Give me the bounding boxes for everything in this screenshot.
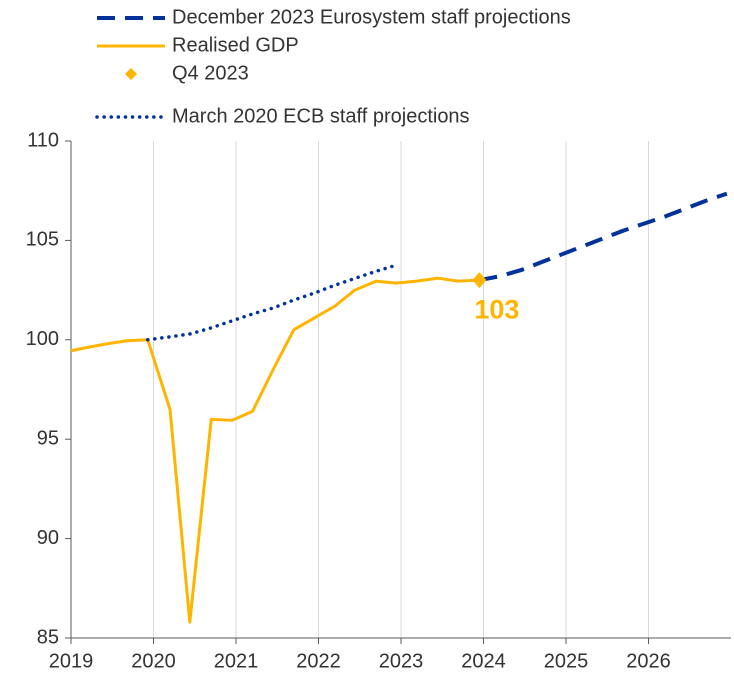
x-tick-label: 2022 (296, 650, 341, 672)
y-tick-label: 105 (26, 229, 59, 251)
marker (472, 272, 487, 289)
legend-marker (125, 68, 137, 80)
y-tick-label: 100 (26, 328, 59, 350)
data-label: 103 (474, 294, 519, 324)
y-tick-label: 85 (37, 626, 59, 648)
series-line (70, 276, 480, 624)
legend-label: Realised GDP (172, 34, 299, 56)
x-tick-label: 2021 (214, 650, 259, 672)
legend-label: Q4 2023 (172, 62, 249, 84)
x-tick-label: 2024 (461, 650, 506, 672)
x-tick-label: 2025 (544, 650, 589, 672)
x-tick-label: 2023 (379, 650, 424, 672)
legend-label: March 2020 ECB staff projections (172, 105, 470, 127)
legend-label: December 2023 Eurosystem staff projectio… (172, 6, 571, 28)
y-tick-label: 90 (37, 527, 59, 549)
x-tick-label: 2026 (626, 650, 671, 672)
x-tick-label: 2019 (49, 650, 94, 672)
y-tick-label: 110 (27, 129, 59, 151)
series-line (145, 264, 395, 342)
y-tick-label: 95 (37, 427, 59, 449)
x-tick-label: 2020 (131, 650, 176, 672)
series-line (478, 191, 728, 283)
